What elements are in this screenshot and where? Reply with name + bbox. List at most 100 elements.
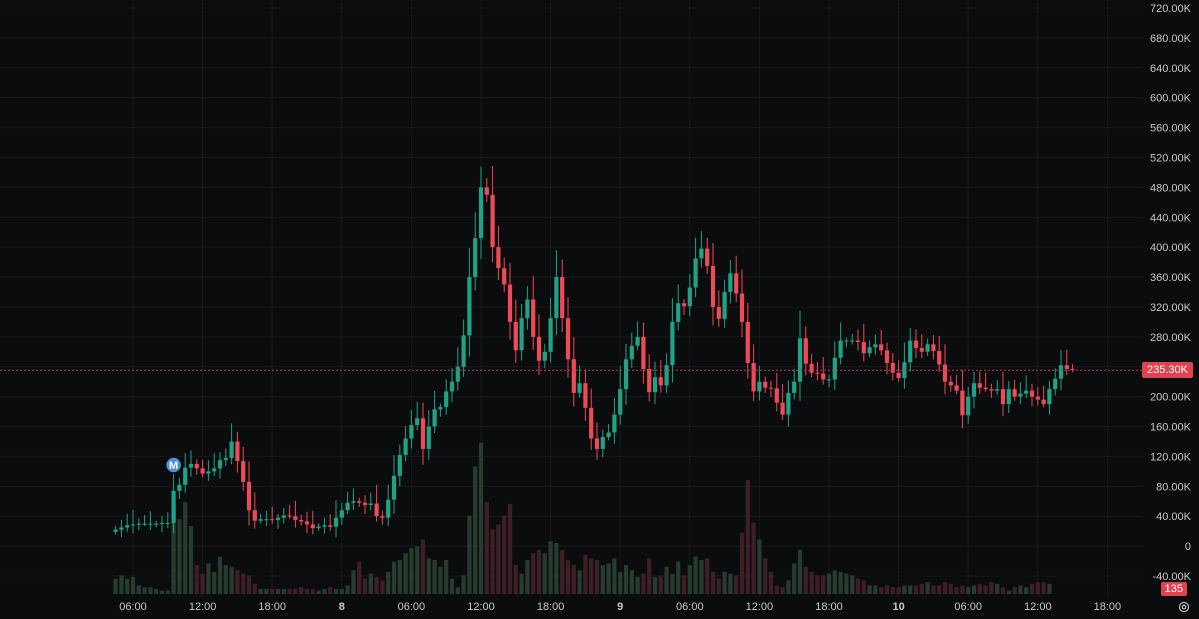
candle[interactable] <box>583 369 588 421</box>
candle[interactable] <box>177 477 182 500</box>
candle[interactable] <box>432 390 437 434</box>
candle[interactable] <box>629 332 634 368</box>
candle[interactable] <box>490 166 495 263</box>
candle[interactable] <box>919 334 924 358</box>
candle[interactable] <box>154 520 159 528</box>
candle[interactable] <box>194 459 199 475</box>
candle[interactable] <box>879 329 884 356</box>
candle[interactable] <box>403 426 408 462</box>
candle[interactable] <box>345 491 350 515</box>
candle[interactable] <box>426 410 431 460</box>
candle[interactable] <box>461 319 466 377</box>
candle[interactable] <box>908 328 913 372</box>
candle[interactable] <box>159 515 165 533</box>
candle[interactable] <box>270 506 275 524</box>
candle[interactable] <box>623 343 629 405</box>
candle[interactable] <box>855 329 861 351</box>
candle[interactable] <box>1070 363 1075 373</box>
candle[interactable] <box>710 242 716 326</box>
candle[interactable] <box>455 347 460 391</box>
candle[interactable] <box>844 337 849 348</box>
candle[interactable] <box>966 387 971 424</box>
candle[interactable] <box>664 353 669 393</box>
candle[interactable] <box>420 402 426 465</box>
candle[interactable] <box>942 344 948 395</box>
candle[interactable] <box>119 519 124 537</box>
candle[interactable] <box>188 450 194 477</box>
candle[interactable] <box>1047 380 1052 415</box>
candle[interactable] <box>850 333 855 345</box>
candle[interactable] <box>246 461 252 526</box>
candle[interactable] <box>322 517 327 534</box>
candle[interactable] <box>739 269 745 338</box>
candle[interactable] <box>235 431 240 473</box>
candle[interactable] <box>1035 386 1040 406</box>
candle[interactable] <box>328 514 333 531</box>
candle[interactable] <box>792 369 797 400</box>
candle[interactable] <box>125 513 130 532</box>
candle[interactable] <box>136 518 141 530</box>
candle[interactable] <box>380 510 385 525</box>
candle[interactable] <box>415 401 420 431</box>
candle[interactable] <box>867 340 872 358</box>
candle[interactable] <box>310 510 315 535</box>
candle[interactable] <box>560 259 565 333</box>
candle[interactable] <box>200 459 205 478</box>
candle[interactable] <box>554 250 559 336</box>
candle[interactable] <box>444 379 449 415</box>
candle[interactable] <box>467 248 472 357</box>
candle[interactable] <box>763 376 768 393</box>
candle[interactable] <box>693 237 698 298</box>
candle[interactable] <box>977 371 982 395</box>
candle[interactable] <box>913 329 919 359</box>
candle[interactable] <box>333 500 339 538</box>
candle[interactable] <box>252 492 257 529</box>
candle[interactable] <box>484 178 489 202</box>
candle[interactable] <box>142 515 147 526</box>
candle[interactable] <box>786 380 791 427</box>
candle[interactable] <box>229 423 234 465</box>
candle[interactable] <box>1012 379 1017 401</box>
candle[interactable] <box>971 371 977 409</box>
candle[interactable] <box>212 453 217 476</box>
candle[interactable] <box>275 513 281 529</box>
candle[interactable] <box>1041 385 1046 408</box>
candle[interactable] <box>838 322 843 365</box>
candle[interactable] <box>1006 380 1011 414</box>
candle[interactable] <box>954 374 959 395</box>
candle[interactable] <box>565 297 571 378</box>
candle[interactable] <box>519 303 524 361</box>
candle[interactable] <box>409 409 414 449</box>
candle[interactable] <box>449 367 455 403</box>
candle[interactable] <box>362 495 368 514</box>
candle[interactable] <box>896 360 901 382</box>
candle[interactable] <box>826 374 832 388</box>
candle[interactable] <box>780 384 785 420</box>
candle[interactable] <box>687 274 692 317</box>
candle[interactable] <box>832 341 837 391</box>
candle[interactable] <box>722 279 727 328</box>
candle[interactable] <box>531 275 536 350</box>
candle[interactable] <box>745 302 750 379</box>
candle[interactable] <box>339 502 344 525</box>
candle[interactable] <box>287 504 292 519</box>
candle[interactable] <box>873 334 878 355</box>
candle[interactable] <box>728 260 733 304</box>
candle[interactable] <box>658 360 663 393</box>
candle[interactable] <box>397 444 402 487</box>
candle[interactable] <box>304 511 310 534</box>
candle[interactable] <box>1000 371 1006 417</box>
candle[interactable] <box>223 448 228 466</box>
candle[interactable] <box>536 314 542 375</box>
candle[interactable] <box>183 453 188 493</box>
candle[interactable] <box>768 380 774 397</box>
candle[interactable] <box>937 335 942 372</box>
settings-gear-icon[interactable] <box>1177 600 1191 614</box>
candle[interactable] <box>571 337 576 407</box>
candle[interactable] <box>757 365 762 401</box>
candle[interactable] <box>299 514 304 526</box>
candle[interactable] <box>803 326 808 376</box>
candle[interactable] <box>734 255 739 303</box>
candle[interactable] <box>809 353 814 378</box>
